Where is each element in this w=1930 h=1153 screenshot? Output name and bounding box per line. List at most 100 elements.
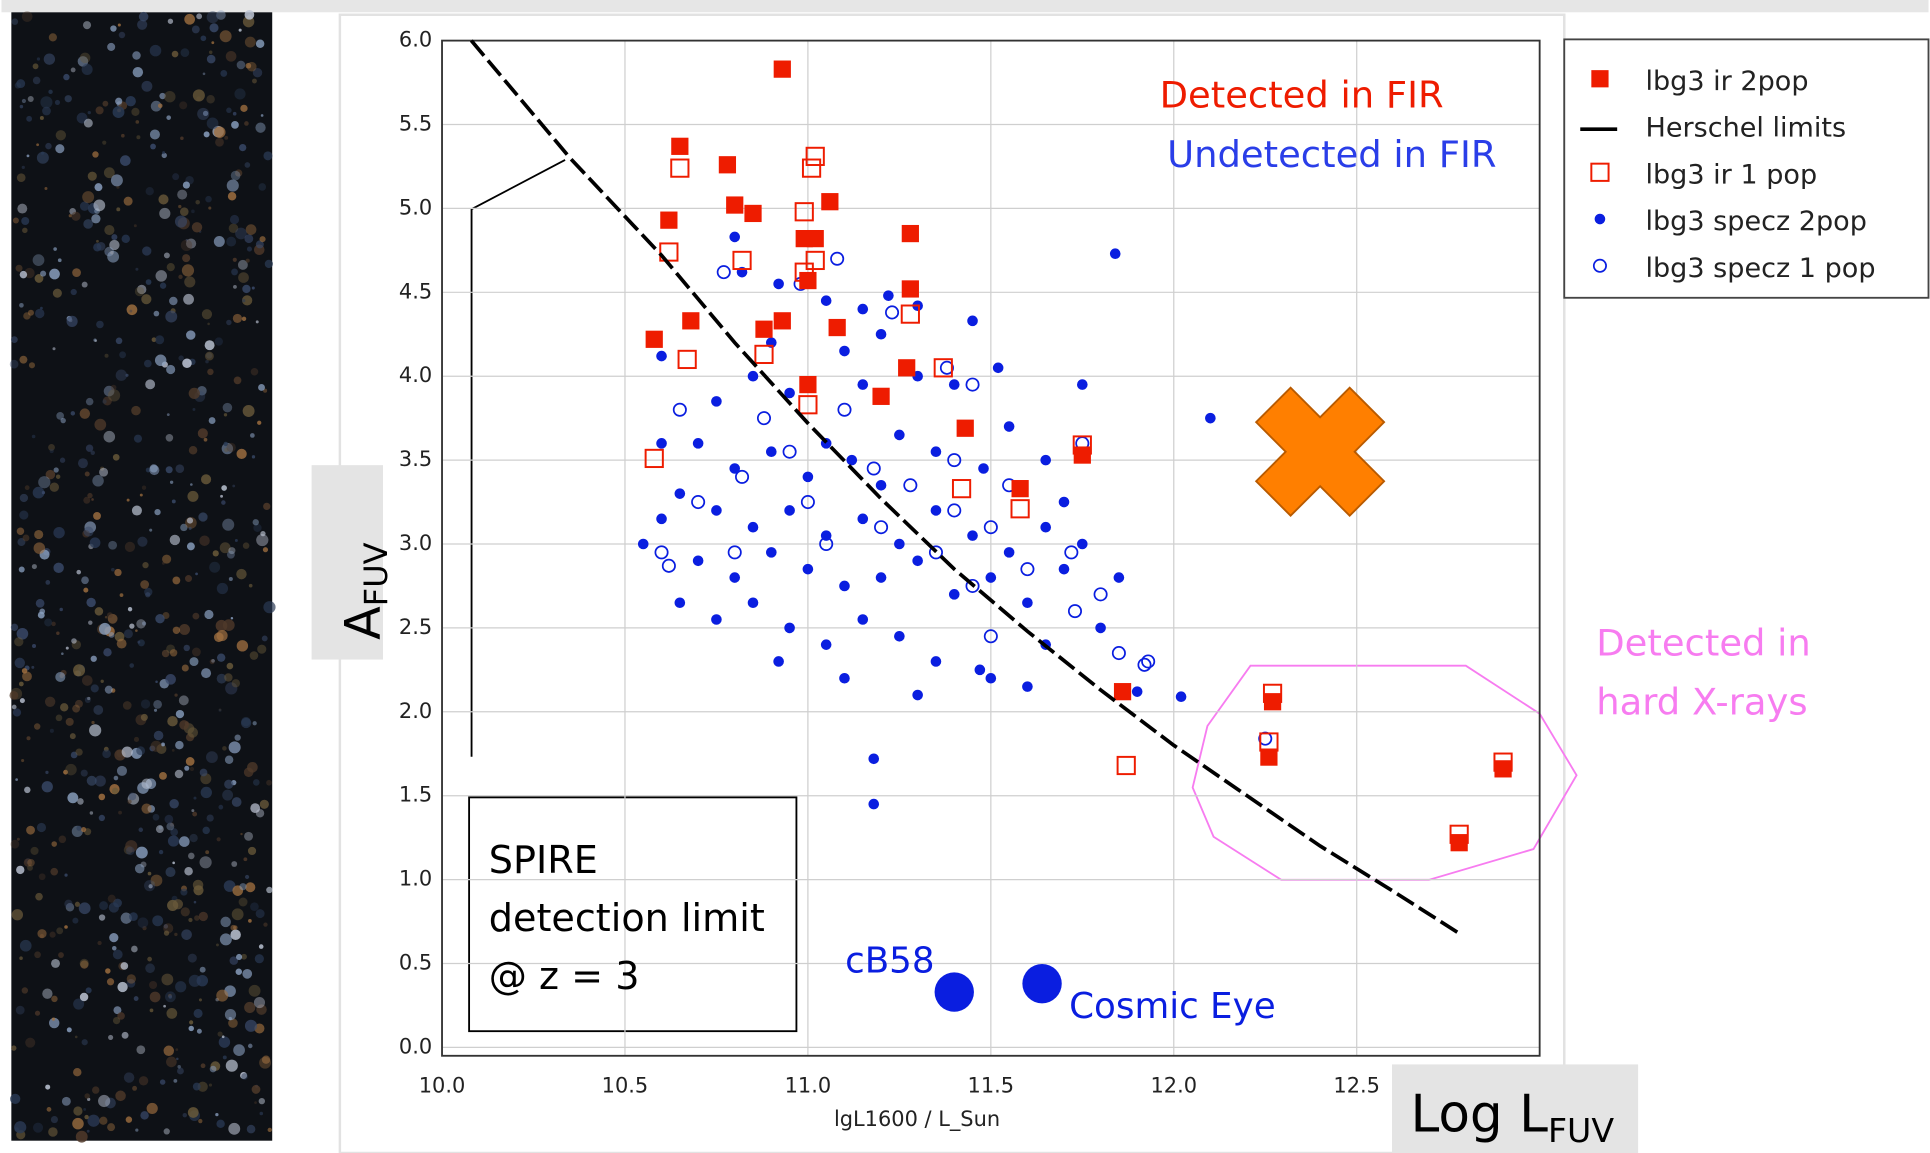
strip-speck: [81, 281, 88, 288]
strip-speck: [216, 582, 229, 595]
strip-speck: [113, 775, 119, 781]
strip-speck: [41, 781, 53, 793]
strip-speck: [129, 912, 138, 921]
strip-speck: [248, 919, 252, 923]
data-point: [901, 280, 919, 298]
strip-speck: [87, 1114, 100, 1127]
strip-speck: [11, 909, 24, 921]
strip-speck: [135, 1128, 139, 1132]
strip-speck: [99, 467, 109, 477]
strip-speck: [197, 1081, 208, 1092]
strip-speck: [188, 445, 198, 455]
strip-speck: [87, 111, 91, 115]
strip-speck: [110, 25, 117, 32]
strip-speck: [164, 90, 176, 103]
strip-speck: [263, 151, 273, 161]
strip-speck: [197, 428, 208, 439]
strip-speck: [45, 770, 49, 775]
strip-speck: [238, 897, 248, 907]
strip-speck: [87, 696, 91, 701]
strip-speck: [53, 562, 64, 574]
strip-speck: [234, 734, 241, 741]
strip-speck: [158, 825, 163, 830]
strip-speck: [162, 151, 166, 155]
strip-speck: [219, 933, 232, 946]
data-point: [716, 265, 731, 280]
strip-speck: [153, 708, 158, 712]
strip-speck: [138, 1076, 149, 1086]
strip-speck: [103, 648, 112, 657]
strip-speck: [195, 199, 200, 205]
strip-speck: [167, 18, 174, 24]
strip-speck: [198, 911, 208, 922]
strip-speck: [226, 179, 239, 192]
strip-speck: [163, 930, 170, 936]
strip-speck: [260, 531, 266, 537]
strip-speck: [41, 491, 46, 495]
strip-speck: [44, 618, 53, 627]
strip-speck: [238, 28, 242, 32]
strip-speck: [102, 140, 107, 145]
strip-speck: [258, 384, 265, 391]
strip-speck: [79, 52, 91, 64]
strip-speck: [32, 254, 45, 267]
strip-speck: [65, 763, 77, 776]
strip-speck: [75, 748, 83, 756]
x-tick-label: 10.0: [419, 1074, 466, 1098]
strip-speck: [178, 274, 183, 280]
data-point: [967, 530, 978, 541]
strip-speck: [194, 915, 200, 921]
data-point: [711, 505, 722, 516]
strip-speck: [244, 162, 251, 168]
strip-speck: [161, 742, 165, 747]
strip-speck: [240, 832, 243, 836]
strip-speck: [125, 1116, 133, 1123]
strip-speck: [140, 713, 148, 721]
data-point: [947, 503, 962, 518]
strip-speck: [225, 682, 238, 695]
strip-speck: [61, 652, 64, 655]
strip-speck: [137, 284, 147, 295]
strip-speck: [37, 611, 45, 619]
strip-speck: [222, 789, 234, 801]
strip-speck: [45, 580, 51, 585]
strip-speck: [218, 708, 222, 712]
strip-speck: [198, 998, 202, 1002]
data-point: [773, 60, 791, 78]
strip-speck: [85, 987, 92, 994]
strip-speck: [154, 508, 161, 516]
strip-speck: [132, 51, 141, 60]
strip-speck: [126, 498, 130, 502]
strip-speck: [77, 798, 84, 805]
strip-speck: [216, 943, 219, 947]
strip-speck: [45, 142, 52, 150]
strip-speck: [207, 368, 214, 376]
image-strip-bg: [11, 12, 273, 1141]
data-point: [1064, 545, 1079, 560]
strip-speck: [187, 1107, 199, 1118]
strip-speck: [107, 1123, 116, 1132]
data-point: [866, 461, 881, 476]
strip-speck: [112, 949, 123, 960]
data-point: [1058, 563, 1070, 575]
data-point: [656, 350, 667, 362]
strip-speck: [169, 480, 174, 484]
strip-speck: [107, 250, 120, 263]
strip-speck: [226, 236, 237, 247]
data-point: [939, 360, 954, 375]
strip-speck: [212, 550, 219, 557]
strip-speck: [257, 420, 262, 425]
y-label-main: A: [333, 606, 391, 640]
strip-speck: [78, 902, 91, 915]
strip-speck: [65, 646, 69, 650]
x-label-main: Log L: [1410, 1084, 1548, 1144]
strip-speck: [145, 592, 151, 598]
strip-speck: [256, 1004, 267, 1015]
highlight-label: cB58: [845, 940, 934, 981]
data-point: [1205, 412, 1216, 424]
strip-speck: [179, 207, 189, 217]
strip-speck: [115, 1090, 126, 1102]
strip-speck: [11, 1045, 17, 1051]
strip-speck: [134, 286, 145, 297]
strip-speck: [244, 36, 256, 48]
